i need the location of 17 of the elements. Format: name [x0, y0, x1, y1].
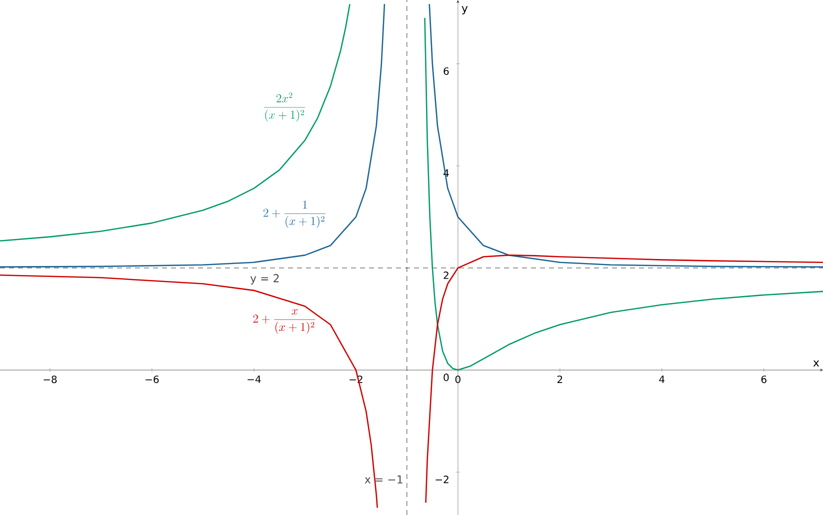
x-tick-label: −6 — [146, 376, 159, 384]
series-label: $2+\frac{1}{(x+1)^2}$ — [263, 200, 326, 228]
x-tick-label: 0 — [455, 376, 460, 384]
y-tick-label: 6 — [444, 67, 449, 75]
x-axis-title: x — [813, 360, 820, 367]
series-label: $\frac{2x^2}{(x+1)^2}$ — [264, 92, 305, 122]
y-axis-title: y — [462, 6, 468, 14]
y-tick-label: 2 — [444, 271, 448, 279]
x-tick-label: 2 — [557, 376, 562, 383]
ref-line-label: x = −1 — [364, 475, 402, 484]
series-label: $2+\frac{x}{(x+1)^2}$ — [253, 309, 316, 334]
x-tick-label: −8 — [44, 376, 57, 384]
y-tick-label: −2 — [436, 476, 448, 484]
ref-line-label: y = 2 — [250, 274, 279, 284]
x-tick-label: 6 — [761, 376, 766, 384]
x-tick-label: 4 — [659, 376, 664, 383]
x-tick-label: −4 — [248, 376, 261, 383]
